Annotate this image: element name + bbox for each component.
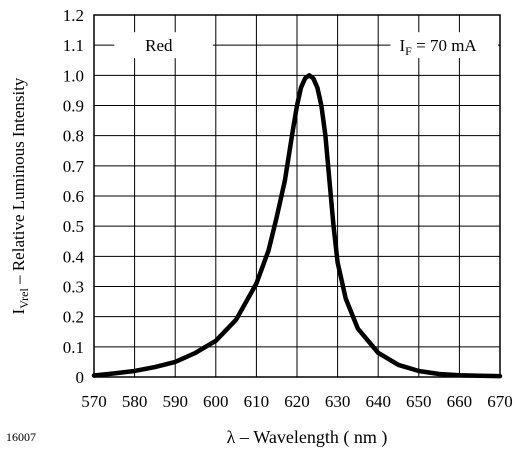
series-line <box>91 73 503 379</box>
series-label: Red <box>145 36 173 55</box>
x-tick-labels: 570 580 590 600 610 620 630 640 650 660 670 <box>81 392 513 411</box>
condition-label: IF = 70 mA <box>400 36 478 58</box>
y-tick-label: 0.9 <box>63 97 84 116</box>
y-tick-label: 0.4 <box>63 247 85 266</box>
x-tick-label: 600 <box>203 392 229 411</box>
x-tick-label: 580 <box>122 392 148 411</box>
x-axis-label: λ – Wavelength ( nm ) <box>227 427 388 448</box>
x-tick-label: 610 <box>244 392 270 411</box>
condition-subscript: F <box>405 44 412 58</box>
x-tick-label: 570 <box>81 392 107 411</box>
y-tick-label: 1.1 <box>63 36 84 55</box>
y-label-subscript: Vrel <box>17 287 31 308</box>
x-tick-label: 670 <box>487 392 513 411</box>
condition-label-background <box>390 32 498 59</box>
y-label-main: I <box>9 308 28 314</box>
y-tick-label: 1.0 <box>63 66 84 85</box>
grid-lines <box>93 14 501 378</box>
x-tick-label: 590 <box>162 392 188 411</box>
y-tick-label: 0.5 <box>63 217 84 236</box>
y-tick-labels: 0 0.1 0.2 0.3 0.4 0.5 0.6 0.7 0.8 0.9 1.0 1.1 1.2 <box>63 6 85 387</box>
x-tick-label: 660 <box>447 392 473 411</box>
y-tick-label: 0.7 <box>63 157 85 176</box>
annotation-backgrounds <box>114 32 498 59</box>
y-axis-label: IVrel – Relative Luminous Intensity <box>9 77 31 314</box>
x-tick-label: 640 <box>365 392 391 411</box>
plot-frame <box>93 14 501 378</box>
y-label-rest: – Relative Luminous Intensity <box>9 77 28 288</box>
y-tick-label: 0.6 <box>63 187 84 206</box>
series-label-background <box>114 32 214 59</box>
figure-code: 16007 <box>6 430 36 444</box>
y-tick-label: 0.8 <box>63 127 84 146</box>
condition-rest: = 70 mA <box>412 36 478 55</box>
y-tick-label: 0.2 <box>63 308 84 327</box>
x-tick-label: 630 <box>325 392 351 411</box>
y-tick-label: 1.2 <box>63 6 84 25</box>
y-tick-label: 0.3 <box>63 278 84 297</box>
y-tick-label: 0.1 <box>63 338 84 357</box>
condition-main: I <box>400 36 406 55</box>
x-tick-label: 650 <box>406 392 432 411</box>
y-tick-label: 0 <box>76 368 85 387</box>
x-tick-label: 620 <box>284 392 310 411</box>
